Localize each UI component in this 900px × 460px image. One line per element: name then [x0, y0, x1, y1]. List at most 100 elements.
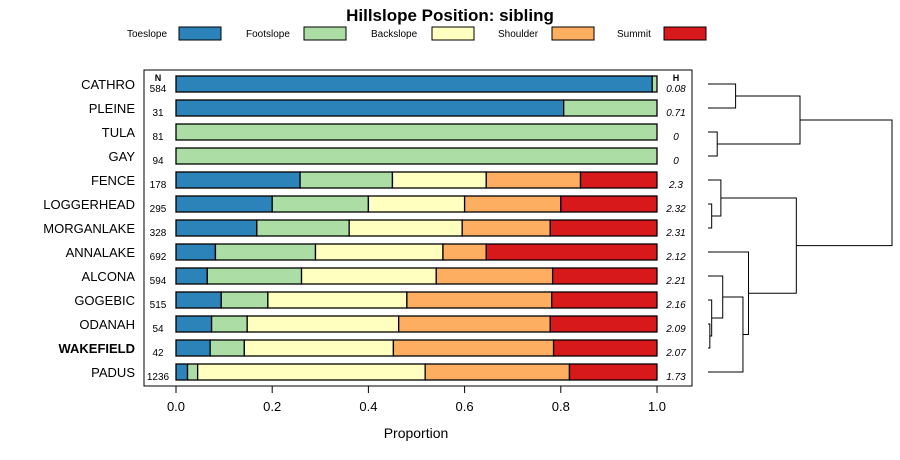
bar-cathro-footslope [651, 75, 658, 93]
legend-label-summit: Summit [617, 29, 651, 40]
h-label-annalake: 2.12 [665, 252, 686, 263]
legend-swatch-backslope [431, 26, 475, 41]
h-label-fence: 2.3 [668, 180, 683, 191]
bar-odanah-shoulder [398, 315, 551, 333]
bar-loggerhead-summit [560, 195, 658, 213]
category-label-pleine: PLEINE [89, 101, 136, 116]
x-tick-label-1-0: 1.0 [648, 399, 666, 414]
bar-loggerhead-backslope [367, 195, 466, 213]
legend-label-shoulder: Shoulder [498, 29, 539, 40]
bars-group: 584 0.08 31 0.71 81 0 94 0 178 2.3 295 2.32 328 2.31 6… [147, 75, 686, 383]
n-label-odanah: 54 [152, 324, 164, 335]
bar-loggerhead-toeslope [175, 195, 273, 213]
bar-annalake-toeslope [175, 243, 217, 261]
bar-gogebic-toeslope [175, 291, 222, 309]
legend-swatch-toeslope [178, 26, 222, 41]
category-label-padus: PADUS [91, 365, 135, 380]
bar-annalake-summit [485, 243, 658, 261]
category-label-tula: TULA [102, 125, 136, 140]
h-label-loggerhead: 2.32 [665, 204, 686, 215]
category-label-gogebic: GOGEBIC [74, 293, 135, 308]
x-tick-label-0-2: 0.2 [263, 399, 281, 414]
n-label-fence: 178 [150, 180, 167, 191]
chart-title: Hillslope Position: sibling [346, 6, 554, 25]
n-label-gogebic: 515 [150, 300, 167, 311]
category-label-odanah: ODANAH [79, 317, 135, 332]
x-tick-label-0-4: 0.4 [359, 399, 377, 414]
dendrogram-link-2 [708, 203, 713, 229]
bar-fence-backslope [391, 171, 487, 189]
legend-label-footslope: Footslope [246, 29, 290, 40]
legend: Toeslope Footslope Backslope Shoulder Summit [127, 26, 707, 41]
n-label-pleine: 31 [152, 108, 164, 119]
legend-label-backslope: Backslope [371, 29, 418, 40]
category-label-annalake: ANNALAKE [66, 245, 136, 260]
dendrogram [708, 83, 893, 373]
h-label-padus: 1.73 [666, 372, 686, 383]
h-label-gogebic: 2.16 [665, 300, 686, 311]
bar-fence-toeslope [175, 171, 301, 189]
dendrogram-link-3 [708, 179, 722, 217]
bar-wakefield-toeslope [175, 339, 211, 357]
h-label-cathro: 0.08 [666, 84, 686, 95]
n-label-annalake: 692 [150, 252, 167, 263]
bar-odanah-summit [549, 315, 658, 333]
bar-odanah-toeslope [175, 315, 213, 333]
bar-wakefield-backslope [243, 339, 395, 357]
category-labels: CATHRO PLEINE TULA GAY FENCE LOGGERHEAD MORGAN… [43, 77, 135, 380]
bar-morganlake-shoulder [461, 219, 551, 237]
bar-odanah-backslope [246, 315, 400, 333]
legend-swatch-shoulder [551, 26, 595, 41]
bar-padus-summit [568, 363, 658, 381]
bar-wakefield-summit [552, 339, 658, 357]
x-tick-label-0-6: 0.6 [456, 399, 474, 414]
dendrogram-link-4 [708, 323, 711, 349]
bar-pleine-footslope [563, 99, 658, 117]
bar-tula-footslope [175, 123, 658, 141]
bar-wakefield-footslope [209, 339, 245, 357]
n-label-tula: 81 [152, 132, 164, 143]
dendrogram-link-6 [708, 275, 724, 319]
bar-alcona-summit [551, 267, 658, 285]
x-tick-label-0-8: 0.8 [552, 399, 570, 414]
h-label-odanah: 2.09 [665, 324, 686, 335]
bar-padus-shoulder [424, 363, 571, 381]
category-label-loggerhead: LOGGERHEAD [43, 197, 135, 212]
category-label-gay: GAY [109, 149, 136, 164]
dendrogram-link-11 [796, 119, 893, 247]
bar-gogebic-shoulder [406, 291, 553, 309]
n-label-loggerhead: 295 [150, 204, 167, 215]
legend-swatch-footslope [303, 26, 347, 41]
n-label-alcona: 594 [150, 276, 167, 287]
n-label-gay: 94 [152, 156, 164, 167]
bar-alcona-toeslope [175, 267, 208, 285]
category-label-morganlake: MORGANLAKE [43, 221, 135, 236]
bar-alcona-shoulder [435, 267, 554, 285]
dendrogram-link-1 [708, 131, 718, 157]
bar-pleine-toeslope [175, 99, 565, 117]
bar-fence-shoulder [485, 171, 582, 189]
bar-wakefield-shoulder [392, 339, 555, 357]
bar-morganlake-footslope [256, 219, 350, 237]
bar-alcona-backslope [300, 267, 437, 285]
n-label-cathro: 584 [150, 84, 167, 95]
bar-loggerhead-shoulder [463, 195, 562, 213]
bar-annalake-backslope [314, 243, 444, 261]
n-label-padus: 1236 [147, 372, 170, 383]
bar-alcona-footslope [206, 267, 303, 285]
bar-annalake-shoulder [442, 243, 487, 261]
bar-morganlake-backslope [348, 219, 463, 237]
bar-gogebic-footslope [220, 291, 269, 309]
bar-loggerhead-footslope [271, 195, 370, 213]
bar-morganlake-summit [549, 219, 658, 237]
h-label-morganlake: 2.31 [665, 228, 685, 239]
legend-label-toeslope: Toeslope [127, 29, 167, 40]
category-label-cathro: CATHRO [81, 77, 135, 92]
legend-swatch-summit [663, 26, 707, 41]
x-tick-label-0-0: 0.0 [167, 399, 185, 414]
h-header: H [673, 73, 680, 83]
dendrogram-link-9 [720, 197, 797, 294]
bar-morganlake-toeslope [175, 219, 258, 237]
x-axis: 0.0 0.2 0.4 0.6 0.8 1.0 [167, 386, 666, 414]
bar-fence-footslope [299, 171, 394, 189]
